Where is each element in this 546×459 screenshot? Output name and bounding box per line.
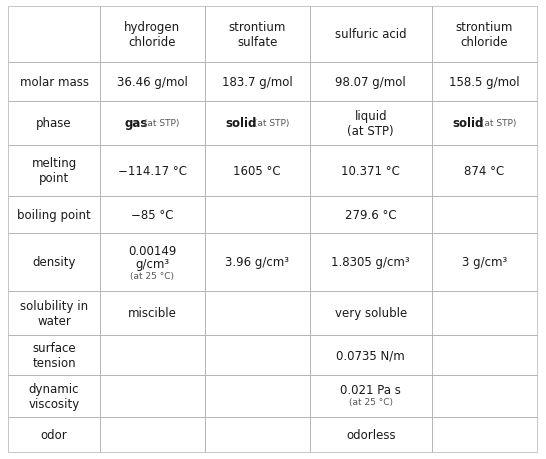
Text: (at STP): (at STP) [141, 119, 179, 128]
Bar [8, 7, 100, 63]
Text: (at 25 °C): (at 25 °C) [130, 272, 174, 281]
Bar [432, 63, 537, 101]
Bar [8, 145, 100, 196]
Bar [205, 233, 310, 291]
Bar [100, 233, 205, 291]
Bar [8, 101, 100, 145]
Text: (at 25 °C): (at 25 °C) [349, 397, 393, 407]
Bar [100, 291, 205, 335]
Text: odorless: odorless [346, 428, 395, 441]
Bar [100, 63, 205, 101]
Text: very soluble: very soluble [335, 307, 407, 319]
Text: strontium
sulfate: strontium sulfate [228, 21, 286, 49]
Text: 0.021 Pa s: 0.021 Pa s [340, 384, 401, 397]
Bar [205, 335, 310, 375]
Text: solubility in
water: solubility in water [20, 299, 88, 327]
Text: 36.46 g/mol: 36.46 g/mol [117, 76, 188, 89]
Text: (at STP): (at STP) [478, 119, 516, 128]
Text: dynamic
viscosity: dynamic viscosity [28, 382, 80, 410]
Text: hydrogen
chloride: hydrogen chloride [124, 21, 180, 49]
Bar [432, 196, 537, 233]
Text: melting
point: melting point [32, 157, 76, 185]
Text: solid: solid [225, 117, 257, 130]
Text: liquid
(at STP): liquid (at STP) [347, 109, 394, 137]
Bar [310, 291, 432, 335]
Text: 1.8305 g/cm³: 1.8305 g/cm³ [331, 256, 410, 269]
Bar [432, 375, 537, 417]
Text: 3 g/cm³: 3 g/cm³ [462, 256, 507, 269]
Text: 98.07 g/mol: 98.07 g/mol [335, 76, 406, 89]
Text: boiling point: boiling point [17, 208, 91, 221]
Text: −114.17 °C: −114.17 °C [118, 164, 187, 177]
Bar [100, 101, 205, 145]
Bar [310, 335, 432, 375]
Bar [432, 417, 537, 452]
Bar [432, 233, 537, 291]
Bar [432, 7, 537, 63]
Bar [8, 63, 100, 101]
Text: −85 °C: −85 °C [131, 208, 174, 221]
Text: 874 °C: 874 °C [464, 164, 505, 177]
Bar [432, 335, 537, 375]
Bar [8, 233, 100, 291]
Bar [310, 196, 432, 233]
Text: (at STP): (at STP) [251, 119, 289, 128]
Bar [432, 101, 537, 145]
Bar [432, 291, 537, 335]
Text: 10.371 °C: 10.371 °C [341, 164, 400, 177]
Bar [310, 63, 432, 101]
Bar [8, 375, 100, 417]
Text: 158.5 g/mol: 158.5 g/mol [449, 76, 520, 89]
Bar [310, 375, 432, 417]
Bar [310, 7, 432, 63]
Bar [8, 335, 100, 375]
Text: molar mass: molar mass [20, 76, 88, 89]
Bar [205, 196, 310, 233]
Text: solid: solid [453, 117, 484, 130]
Text: g/cm³: g/cm³ [135, 257, 169, 270]
Text: strontium
chloride: strontium chloride [455, 21, 513, 49]
Text: surface
tension: surface tension [32, 341, 76, 369]
Text: 183.7 g/mol: 183.7 g/mol [222, 76, 293, 89]
Text: density: density [32, 256, 76, 269]
Bar [310, 145, 432, 196]
Bar [100, 417, 205, 452]
Bar [432, 145, 537, 196]
Bar [310, 417, 432, 452]
Bar [310, 101, 432, 145]
Bar [100, 7, 205, 63]
Bar [8, 196, 100, 233]
Text: 1605 °C: 1605 °C [233, 164, 281, 177]
Text: miscible: miscible [128, 307, 177, 319]
Bar [310, 233, 432, 291]
Text: sulfuric acid: sulfuric acid [335, 28, 407, 41]
Bar [205, 101, 310, 145]
Text: odor: odor [41, 428, 67, 441]
Bar [8, 291, 100, 335]
Bar [8, 417, 100, 452]
Bar [205, 417, 310, 452]
Bar [205, 7, 310, 63]
Text: phase: phase [36, 117, 72, 130]
Text: 0.0735 N/m: 0.0735 N/m [336, 348, 405, 361]
Bar [100, 196, 205, 233]
Bar [100, 375, 205, 417]
Text: 0.00149: 0.00149 [128, 244, 176, 257]
Bar [205, 63, 310, 101]
Bar [205, 291, 310, 335]
Bar [100, 335, 205, 375]
Bar [205, 375, 310, 417]
Text: 3.96 g/cm³: 3.96 g/cm³ [225, 256, 289, 269]
Text: 279.6 °C: 279.6 °C [345, 208, 396, 221]
Bar [205, 145, 310, 196]
Text: gas: gas [124, 117, 148, 130]
Bar [100, 145, 205, 196]
